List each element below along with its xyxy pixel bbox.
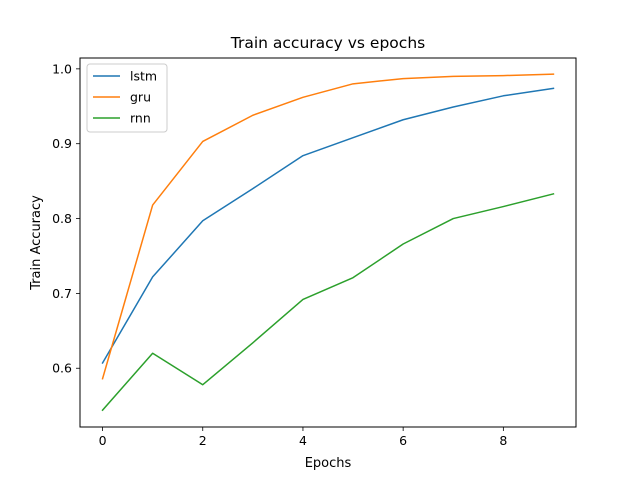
x-tick-label: 6 (399, 433, 407, 448)
legend-label-lstm: lstm (130, 69, 157, 84)
plot-frame (79, 57, 577, 428)
y-axis-label: Train Accuracy (29, 195, 44, 291)
series-line-gru (101, 73, 555, 380)
legend-label-rnn: rnn (130, 111, 151, 126)
y-tick-label: 0.7 (52, 286, 72, 301)
legend-label-gru: gru (130, 90, 151, 105)
y-axis-ticks: 0.6 0.7 0.8 0.9 1.0 (52, 61, 80, 376)
x-tick-label: 4 (299, 433, 307, 448)
legend-box (86, 63, 168, 133)
x-axis-label: Epochs (305, 456, 352, 471)
chart-title: Train accuracy vs epochs (230, 34, 425, 52)
x-tick-label: 0 (99, 433, 107, 448)
y-tick-label: 0.8 (52, 211, 72, 226)
series-line-lstm (101, 87, 555, 365)
legend-items: lstm gru rnn (93, 69, 157, 126)
y-tick-label: 1.0 (52, 61, 72, 76)
legend: lstm gru rnn (86, 63, 168, 133)
y-tick-label: 0.9 (52, 136, 72, 151)
y-tick-label: 0.6 (52, 361, 72, 376)
x-tick-label: 2 (199, 433, 207, 448)
series-layer (101, 73, 555, 412)
x-axis-ticks: 0 2 4 6 8 (99, 427, 507, 448)
x-tick-label: 8 (499, 433, 507, 448)
series-line-rnn (101, 192, 555, 412)
